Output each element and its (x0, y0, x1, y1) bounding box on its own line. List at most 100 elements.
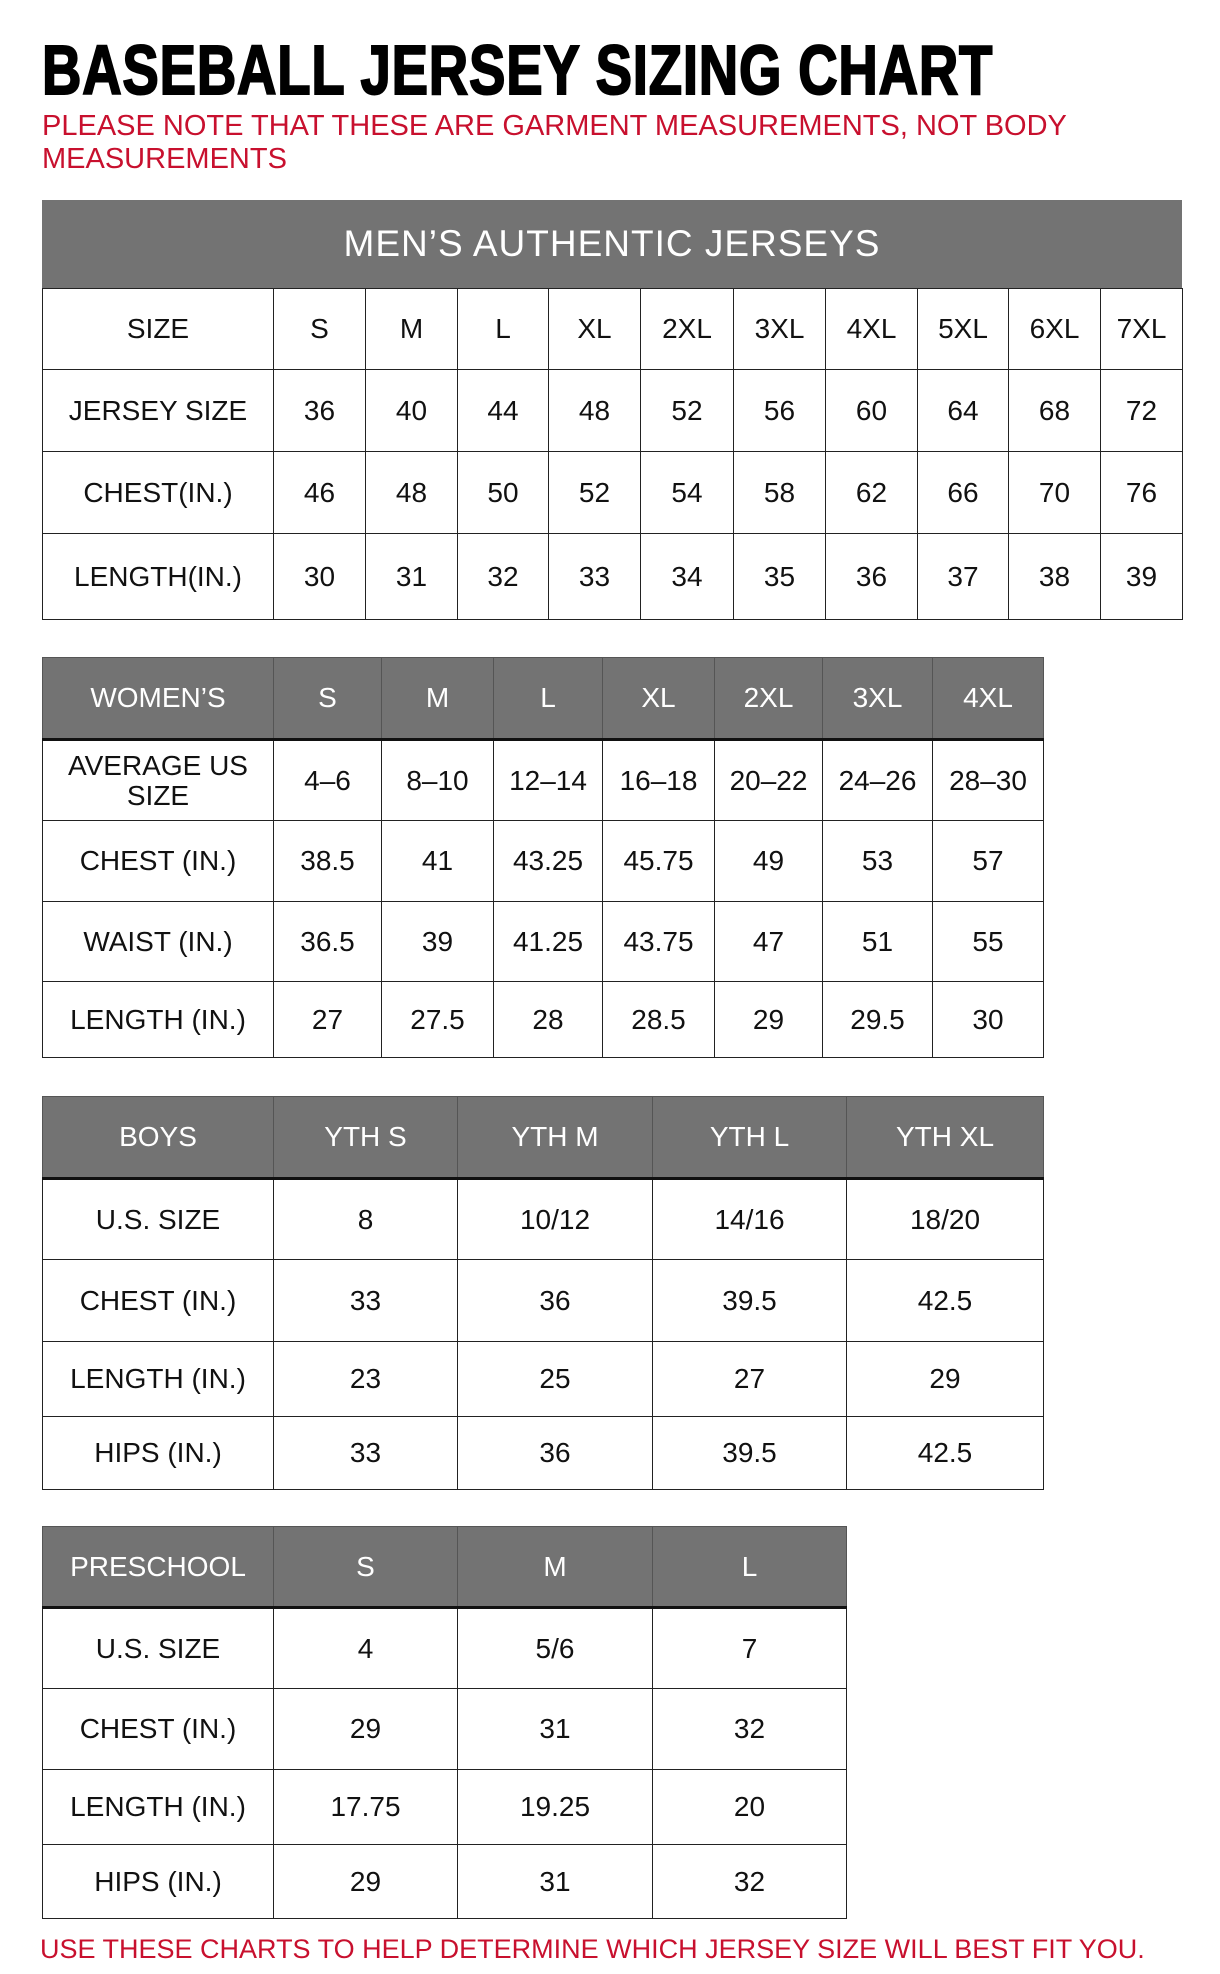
size-value: 39.5 (652, 1259, 847, 1342)
size-value: 48 (548, 369, 641, 452)
size-value: 29 (846, 1341, 1044, 1417)
size-value: 17.75 (273, 1769, 458, 1845)
row-label: LENGTH(IN.) (42, 533, 274, 620)
column-header: S (273, 288, 366, 370)
size-value: 31 (457, 1688, 653, 1770)
row-label: WAIST (IN.) (42, 901, 274, 982)
header-row: SIZE S M L XL 2XL 3XL 4XL 5XL 6XL 7XL (42, 288, 1183, 370)
column-header: XL (548, 288, 641, 370)
size-value: 52 (640, 369, 734, 452)
row-label: AVERAGE US SIZE (42, 739, 274, 821)
column-header: XL (602, 657, 715, 741)
size-value: 36 (825, 533, 918, 620)
column-header: M (381, 657, 494, 741)
size-value: 14/16 (652, 1178, 847, 1260)
size-value: 54 (640, 451, 734, 534)
size-value: 30 (932, 981, 1044, 1058)
column-header: YTH XL (846, 1096, 1044, 1180)
row-label: CHEST(IN.) (42, 451, 274, 534)
size-value: 7 (652, 1607, 847, 1689)
size-value: 50 (457, 451, 549, 534)
table-row: HIPS (IN.) 29 31 32 (42, 1844, 847, 1919)
table-row: LENGTH(IN.) 30 31 32 33 34 35 36 37 38 39 (42, 533, 1183, 620)
size-value: 53 (822, 820, 933, 902)
size-value: 41.25 (493, 901, 603, 982)
column-header: 4XL (932, 657, 1044, 741)
column-header: YTH S (273, 1096, 458, 1180)
table-row: JERSEY SIZE 36 40 44 48 52 56 60 64 68 72 (42, 369, 1183, 452)
column-header: SIZE (42, 288, 274, 370)
row-label: HIPS (IN.) (42, 1844, 274, 1919)
size-value: 72 (1100, 369, 1183, 452)
row-label: U.S. SIZE (42, 1607, 274, 1689)
size-value: 29.5 (822, 981, 933, 1058)
page-title: BASEBALL JERSEY SIZING CHART (41, 30, 994, 110)
size-value: 55 (932, 901, 1044, 982)
size-value: 8 (273, 1178, 458, 1260)
preschool-size-table: PRESCHOOL S M L U.S. SIZE 4 5/6 7 CHEST (IN.) 29 3… (42, 1526, 847, 1919)
column-header: L (493, 657, 603, 741)
row-label: JERSEY SIZE (42, 369, 274, 452)
table-row: CHEST (IN.) 29 31 32 (42, 1688, 847, 1770)
size-value: 35 (733, 533, 826, 620)
size-value: 42.5 (846, 1416, 1044, 1490)
column-header: WOMEN’S (42, 657, 274, 741)
column-header: 3XL (733, 288, 826, 370)
header-row: BOYS YTH S YTH M YTH L YTH XL (42, 1096, 1044, 1180)
size-value: 36 (273, 369, 366, 452)
size-value: 28.5 (602, 981, 715, 1058)
size-value: 31 (365, 533, 458, 620)
table-row: CHEST (IN.) 33 36 39.5 42.5 (42, 1259, 1044, 1342)
row-label: HIPS (IN.) (42, 1416, 274, 1490)
size-value: 38.5 (273, 820, 382, 902)
size-value: 36 (457, 1416, 653, 1490)
column-header: 7XL (1100, 288, 1183, 370)
size-value: 60 (825, 369, 918, 452)
size-value: 48 (365, 451, 458, 534)
table-row: AVERAGE US SIZE 4–6 8–10 12–14 16–18 20–22 24–… (42, 739, 1044, 821)
column-header: M (457, 1526, 653, 1609)
size-value: 24–26 (822, 739, 933, 821)
table-row: CHEST (IN.) 38.5 41 43.25 45.75 49 53 57 (42, 820, 1044, 902)
table-row: U.S. SIZE 8 10/12 14/16 18/20 (42, 1178, 1044, 1260)
size-value: 5/6 (457, 1607, 653, 1689)
size-value: 4 (273, 1607, 458, 1689)
size-value: 29 (273, 1688, 458, 1770)
size-value: 40 (365, 369, 458, 452)
size-value: 4–6 (273, 739, 382, 821)
size-value: 34 (640, 533, 734, 620)
size-value: 68 (1008, 369, 1101, 452)
table-row: LENGTH (IN.) 17.75 19.25 20 (42, 1769, 847, 1845)
table-row: CHEST(IN.) 46 48 50 52 54 58 62 66 70 76 (42, 451, 1183, 534)
size-value: 39 (1100, 533, 1183, 620)
size-value: 27 (652, 1341, 847, 1417)
table-row: HIPS (IN.) 33 36 39.5 42.5 (42, 1416, 1044, 1490)
size-value: 64 (917, 369, 1009, 452)
size-value: 43.75 (602, 901, 715, 982)
row-label: CHEST (IN.) (42, 1259, 274, 1342)
size-value: 42.5 (846, 1259, 1044, 1342)
boys-size-table: BOYS YTH S YTH M YTH L YTH XL U.S. SIZE 8 10/12… (42, 1096, 1044, 1490)
size-value: 58 (733, 451, 826, 534)
column-header: YTH L (652, 1096, 847, 1180)
size-value: 76 (1100, 451, 1183, 534)
size-value: 52 (548, 451, 641, 534)
row-label: LENGTH (IN.) (42, 1769, 274, 1845)
row-label: CHEST (IN.) (42, 820, 274, 902)
size-value: 49 (714, 820, 823, 902)
size-value: 27 (273, 981, 382, 1058)
mens-table-banner: MEN’S AUTHENTIC JERSEYS (42, 200, 1182, 288)
row-label: CHEST (IN.) (42, 1688, 274, 1770)
size-value: 10/12 (457, 1178, 653, 1260)
size-value: 70 (1008, 451, 1101, 534)
header-row: PRESCHOOL S M L (42, 1526, 847, 1609)
size-value: 38 (1008, 533, 1101, 620)
column-header: M (365, 288, 458, 370)
size-value: 44 (457, 369, 549, 452)
size-value: 46 (273, 451, 366, 534)
header-row: WOMEN’S S M L XL 2XL 3XL 4XL (42, 657, 1044, 741)
column-header: L (652, 1526, 847, 1609)
row-label: LENGTH (IN.) (42, 1341, 274, 1417)
size-value: 30 (273, 533, 366, 620)
column-header: PRESCHOOL (42, 1526, 274, 1609)
